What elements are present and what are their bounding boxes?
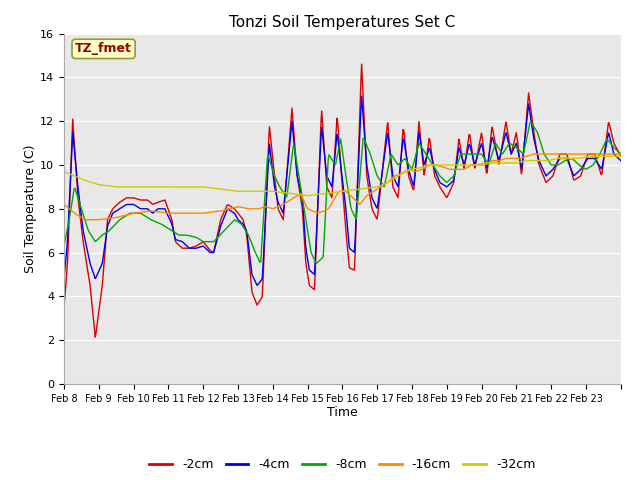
X-axis label: Time: Time [327, 407, 358, 420]
Text: TZ_fmet: TZ_fmet [75, 42, 132, 55]
Legend: -2cm, -4cm, -8cm, -16cm, -32cm: -2cm, -4cm, -8cm, -16cm, -32cm [145, 453, 540, 476]
Title: Tonzi Soil Temperatures Set C: Tonzi Soil Temperatures Set C [229, 15, 456, 30]
Y-axis label: Soil Temperature (C): Soil Temperature (C) [24, 144, 37, 273]
